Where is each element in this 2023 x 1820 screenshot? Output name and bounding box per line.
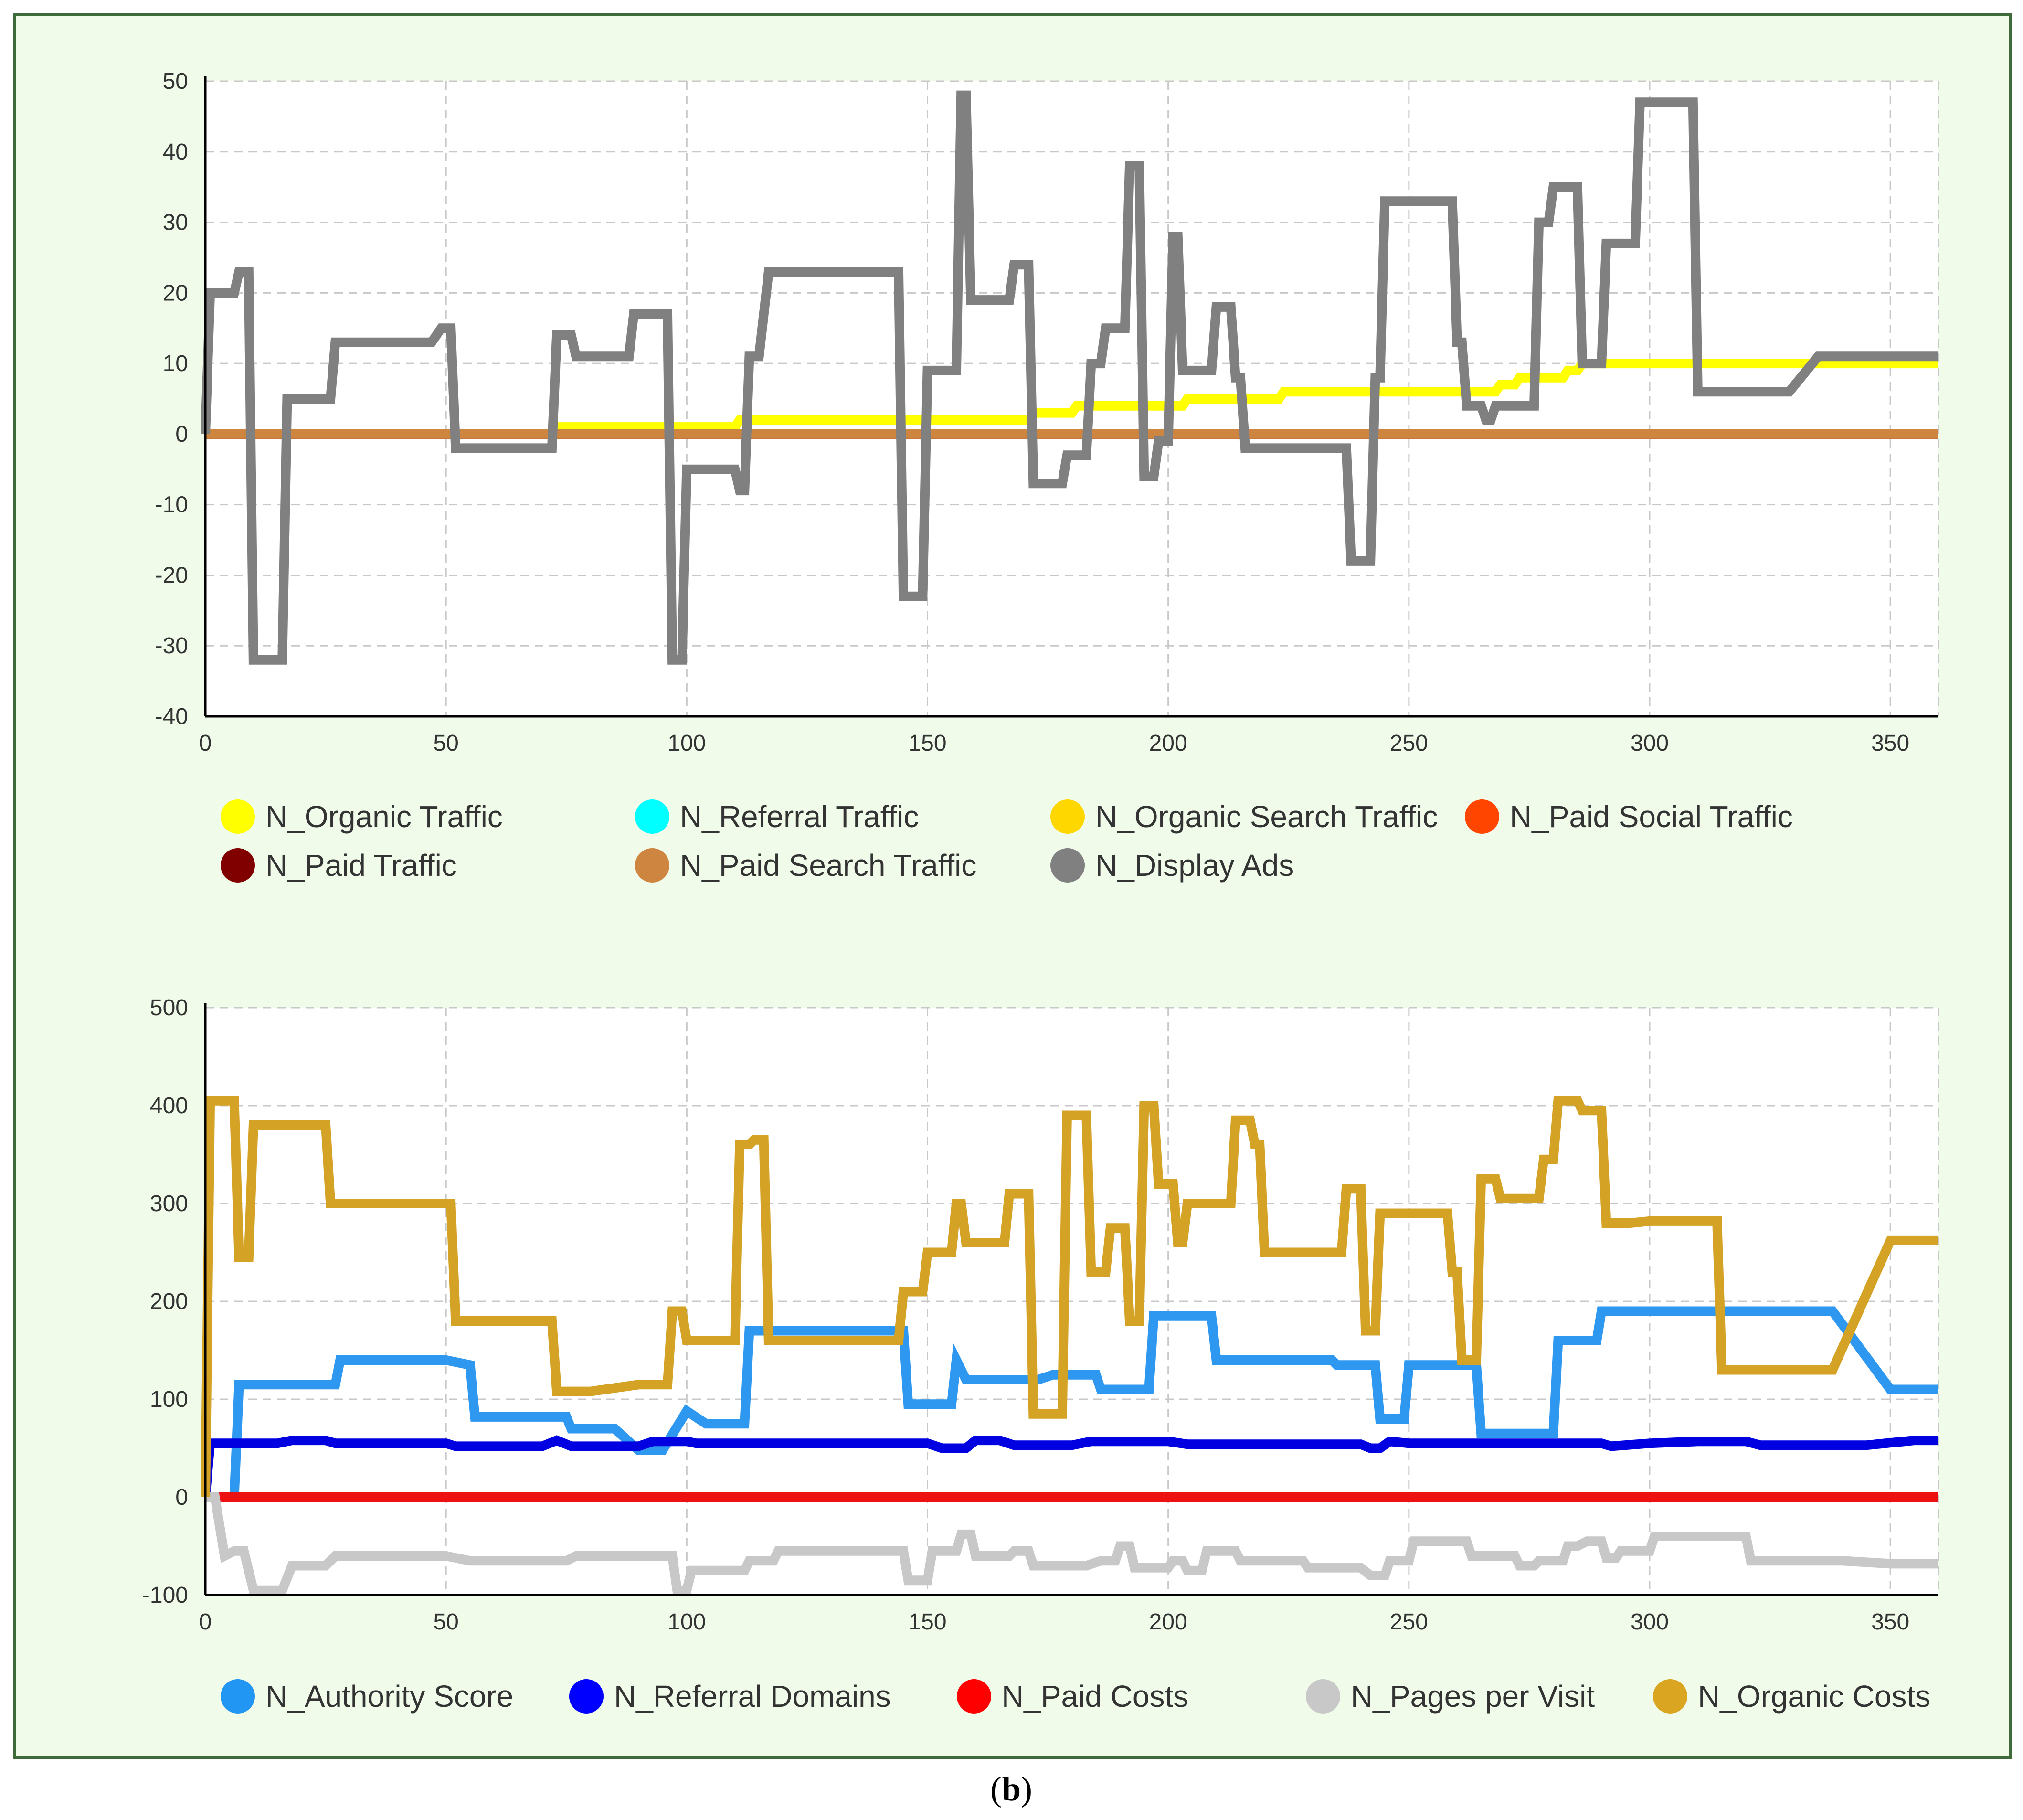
legend-swatch-n-referral-domains xyxy=(569,1679,604,1714)
legend-item-n-authority-score[interactable]: N_Authority Score xyxy=(221,1679,513,1714)
scores-y-tick-400: 400 xyxy=(150,1093,188,1118)
series-line-n-referral-domains xyxy=(201,1435,1938,1498)
chart-traffic-grid xyxy=(205,80,1939,716)
legend-swatch-n-organic-search-traffic xyxy=(1050,799,1085,834)
legend-label-n-paid-search-traffic: N_Paid Search Traffic xyxy=(680,848,976,883)
legend-swatch-n-paid-costs xyxy=(957,1679,991,1714)
series-line-n-organic-costs xyxy=(201,1096,1938,1498)
legend-item-n-paid-search-traffic[interactable]: N_Paid Search Traffic xyxy=(635,848,976,883)
traffic-y-tick-10: 10 xyxy=(163,351,188,376)
chart-traffic-panel: 0 50 100 150 200 250 300 350 -40 -30 -20 -10 0 10 20 30… xyxy=(155,69,1939,883)
chart-traffic-plot-background xyxy=(205,81,1938,716)
legend-label-n-organic-costs: N_Organic Costs xyxy=(1698,1679,1930,1714)
legend-label-n-pages-per-visit: N_Pages per Visit xyxy=(1351,1679,1595,1714)
scores-y-tick-0: 0 xyxy=(175,1485,188,1510)
traffic-y-tick-20: 20 xyxy=(163,280,188,306)
series-line-n-organic-traffic xyxy=(205,359,1938,439)
chart-traffic-series xyxy=(201,90,1938,665)
traffic-x-tick-200: 200 xyxy=(1149,731,1187,756)
traffic-x-tick-50: 50 xyxy=(433,731,458,756)
traffic-y-tick-40: 40 xyxy=(163,139,188,165)
scores-y-tick-200: 200 xyxy=(150,1289,188,1314)
legend-swatch-n-pages-per-visit xyxy=(1306,1679,1340,1714)
legend-item-n-organic-search-traffic[interactable]: N_Organic Search Traffic xyxy=(1050,799,1438,834)
legend-item-n-paid-traffic[interactable]: N_Paid Traffic xyxy=(221,848,457,883)
chart-scores-panel: 0 50 100 150 200 250 300 350 -100 0 100 200 300 400 50… xyxy=(142,995,1939,1714)
legend-label-n-referral-domains: N_Referral Domains xyxy=(614,1679,891,1714)
traffic-y-tick-30: 30 xyxy=(163,210,188,235)
chart-traffic-legend: N_Organic Traffic N_Referral Traffic N_Org… xyxy=(221,799,1793,883)
legend-label-n-organic-traffic: N_Organic Traffic xyxy=(265,799,503,834)
traffic-y-tick--30: -30 xyxy=(155,633,188,659)
scores-x-tick-350: 350 xyxy=(1871,1609,1909,1635)
scores-x-tick-100: 100 xyxy=(667,1609,706,1635)
legend-label-n-display-ads: N_Display Ads xyxy=(1095,848,1294,883)
chart-traffic-tick-labels: 0 50 100 150 200 250 300 350 -40 -30 -20 -10 0 10 20 30… xyxy=(155,69,1910,756)
scores-y-tick--100: -100 xyxy=(142,1583,188,1608)
legend-item-n-referral-domains[interactable]: N_Referral Domains xyxy=(569,1679,891,1714)
legend-label-n-authority-score: N_Authority Score xyxy=(265,1679,513,1714)
legend-swatch-n-display-ads xyxy=(1050,848,1085,883)
legend-item-n-organic-costs[interactable]: N_Organic Costs xyxy=(1653,1679,1930,1714)
legend-swatch-n-paid-social-traffic xyxy=(1465,799,1499,834)
traffic-x-tick-150: 150 xyxy=(908,731,946,756)
traffic-y-tick--20: -20 xyxy=(155,563,188,588)
traffic-y-tick--10: -10 xyxy=(155,492,188,518)
chart-traffic-axes xyxy=(204,76,1938,718)
legend-label-n-paid-costs: N_Paid Costs xyxy=(1002,1679,1188,1714)
legend-label-n-paid-social-traffic: N_Paid Social Traffic xyxy=(1510,799,1793,834)
traffic-x-tick-0: 0 xyxy=(199,731,212,756)
scores-y-tick-500: 500 xyxy=(150,995,188,1021)
scores-x-tick-250: 250 xyxy=(1390,1609,1428,1635)
caption-letter: b xyxy=(1002,1770,1021,1808)
legend-item-n-referral-traffic[interactable]: N_Referral Traffic xyxy=(635,799,919,834)
chart-scores-axes xyxy=(204,1003,1938,1596)
legend-label-n-referral-traffic: N_Referral Traffic xyxy=(680,799,919,834)
scores-x-tick-300: 300 xyxy=(1631,1609,1669,1635)
legend-swatch-n-authority-score xyxy=(221,1679,255,1714)
series-line-n-pages-per-visit xyxy=(205,1492,1938,1595)
figure-caption: (b) xyxy=(990,1770,1032,1808)
legend-label-n-paid-traffic: N_Paid Traffic xyxy=(265,848,457,883)
traffic-x-tick-300: 300 xyxy=(1631,731,1669,756)
legend-item-n-paid-social-traffic[interactable]: N_Paid Social Traffic xyxy=(1465,799,1793,834)
chart-scores-tick-labels: 0 50 100 150 200 250 300 350 -100 0 100 200 300 400 50… xyxy=(142,995,1909,1635)
legend-item-n-organic-traffic[interactable]: N_Organic Traffic xyxy=(221,799,503,834)
legend-swatch-n-paid-search-traffic xyxy=(635,848,669,883)
legend-item-n-display-ads[interactable]: N_Display Ads xyxy=(1050,848,1294,883)
scores-x-tick-200: 200 xyxy=(1149,1609,1187,1635)
scores-y-tick-100: 100 xyxy=(150,1387,188,1412)
legend-label-n-organic-search-traffic: N_Organic Search Traffic xyxy=(1095,799,1438,834)
series-line-n-display-ads xyxy=(201,90,1938,665)
legend-swatch-n-organic-traffic xyxy=(221,799,255,834)
caption-close-paren: ) xyxy=(1021,1770,1032,1808)
traffic-y-tick-50: 50 xyxy=(163,69,188,94)
legend-item-n-paid-costs[interactable]: N_Paid Costs xyxy=(957,1679,1188,1714)
scores-x-tick-50: 50 xyxy=(433,1609,458,1635)
chart-scores-series xyxy=(201,1096,1938,1595)
legend-swatch-n-referral-traffic xyxy=(635,799,669,834)
legend-item-n-pages-per-visit[interactable]: N_Pages per Visit xyxy=(1306,1679,1595,1714)
chart-scores-legend: N_Authority Score N_Referral Domains N_Pai… xyxy=(221,1679,1930,1714)
scores-x-tick-150: 150 xyxy=(908,1609,946,1635)
traffic-x-tick-100: 100 xyxy=(667,731,706,756)
legend-swatch-n-organic-costs xyxy=(1653,1679,1687,1714)
scores-x-tick-0: 0 xyxy=(199,1609,212,1635)
traffic-y-tick-0: 0 xyxy=(175,422,188,447)
legend-swatch-n-paid-traffic xyxy=(221,848,255,883)
traffic-x-tick-350: 350 xyxy=(1871,731,1909,756)
traffic-x-tick-250: 250 xyxy=(1390,731,1428,756)
series-line-n-authority-score xyxy=(205,1306,1938,1502)
caption-open-paren: ( xyxy=(990,1770,1002,1808)
traffic-y-tick--40: -40 xyxy=(155,704,188,729)
scores-y-tick-300: 300 xyxy=(150,1191,188,1216)
